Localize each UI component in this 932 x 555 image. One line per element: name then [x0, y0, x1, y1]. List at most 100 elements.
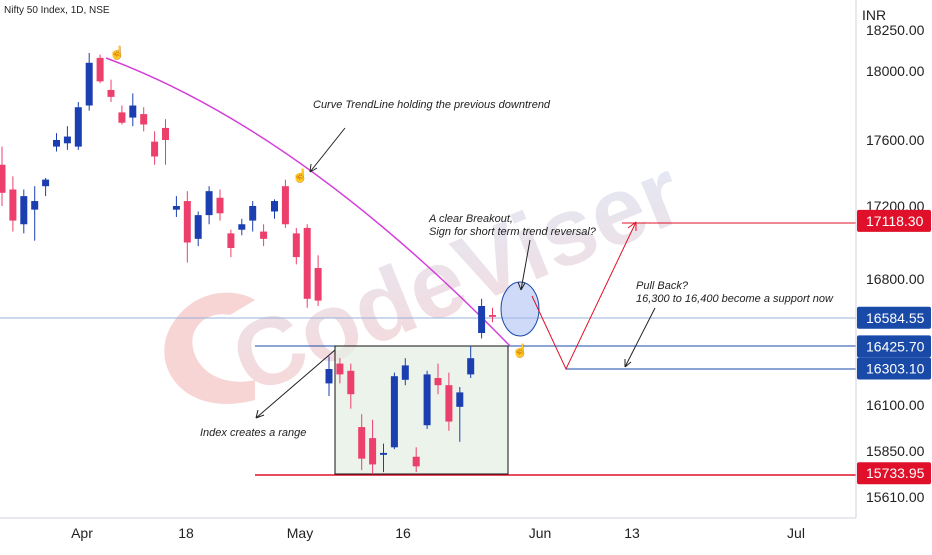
- price-tag-background: [857, 462, 931, 485]
- candle: [96, 54, 104, 84]
- candle-body: [336, 363, 344, 375]
- candle-body: [172, 206, 180, 210]
- hand-pointer-icon: ☝: [109, 44, 125, 61]
- pointer-pullback: [624, 307, 656, 368]
- candle: [42, 177, 50, 197]
- annotation-pointers: [255, 127, 656, 419]
- candle: [467, 345, 475, 378]
- candle-body: [412, 456, 420, 467]
- candle: [456, 387, 464, 442]
- pointer-range: [255, 349, 336, 419]
- price-tag-background: [857, 357, 931, 380]
- candle-body: [380, 452, 387, 455]
- price-tags: 17118.30 16584.55 16425.70 16303.10 15733.95: [857, 209, 931, 485]
- chart-title: Nifty 50 Index, 1D, NSE: [4, 5, 110, 16]
- candle-body: [467, 358, 475, 375]
- candle-body: [423, 374, 431, 426]
- candle: [9, 176, 17, 232]
- candle-body: [369, 438, 377, 465]
- candle-body: [151, 141, 159, 157]
- candle: [53, 133, 60, 152]
- hand-pointer-icons: ☝ ☝ ☝: [109, 44, 528, 359]
- price-tag-label: 16303.10: [866, 360, 925, 376]
- candle-body: [85, 62, 93, 106]
- candle-body: [140, 114, 148, 125]
- time-axis-ticks: Apr 18 May 16 Jun 13 Jul: [71, 525, 805, 541]
- candle-body: [183, 201, 191, 243]
- price-tag: 15733.95: [857, 462, 931, 485]
- candle-body: [347, 370, 355, 395]
- candle-body: [63, 136, 71, 144]
- candle: [358, 414, 366, 471]
- candle: [227, 229, 235, 258]
- time-tick-label: 13: [624, 525, 640, 541]
- candle-body: [390, 376, 398, 448]
- candle-body: [118, 112, 126, 123]
- candle: [489, 307, 496, 323]
- candle: [74, 102, 82, 150]
- candle-body: [162, 127, 169, 140]
- candle: [118, 105, 126, 125]
- curve-trendline: [105, 57, 511, 347]
- price-tag: 16584.55: [857, 306, 931, 329]
- candle: [140, 107, 148, 132]
- time-tick-label: 16: [395, 525, 411, 541]
- candle: [172, 196, 180, 217]
- candle-body: [434, 378, 442, 386]
- candle: [303, 224, 311, 308]
- candle: [271, 199, 278, 219]
- price-tick-label: 16100.00: [866, 397, 925, 413]
- candle-body: [20, 196, 28, 225]
- candles: [0, 52, 496, 474]
- candle-body: [42, 179, 50, 187]
- candle-body: [227, 233, 235, 248]
- candle-body: [281, 186, 289, 225]
- watermark-swoosh-icon: [164, 292, 255, 404]
- candle-body: [292, 233, 300, 258]
- candle: [336, 358, 344, 384]
- candle-body: [216, 197, 224, 214]
- candle-body: [401, 365, 409, 380]
- price-axis-ticks: 18250.0018000.0017600.0017200.0016800.00…: [866, 22, 925, 505]
- candle-body: [249, 206, 257, 221]
- price-tag: 16303.10: [857, 357, 931, 380]
- axes: INR Nifty 50 Index, 1D, NSE 18250.00 1800…: [0, 0, 931, 541]
- annotation-range: Index creates a range: [200, 427, 306, 439]
- price-tag-background: [857, 306, 931, 329]
- candle: [194, 211, 202, 247]
- time-tick-label: Jul: [787, 525, 805, 541]
- breakout-highlight: [500, 281, 540, 337]
- annotation-breakout-line2: Sign for short term trend reversal?: [429, 226, 597, 238]
- candle: [20, 189, 28, 234]
- candle: [401, 358, 409, 386]
- annotation-lines: [0, 57, 856, 476]
- projection-path: [531, 221, 637, 371]
- candle: [260, 224, 268, 247]
- price-tick-label: 16800.00: [866, 271, 925, 287]
- candle: [151, 131, 159, 165]
- price-tag-background: [857, 335, 931, 358]
- price-tag-label: 16584.55: [866, 310, 925, 326]
- candle: [292, 227, 300, 265]
- candle: [314, 255, 322, 306]
- pointer-breakout: [517, 239, 531, 291]
- hand-pointer-icon: ☝: [512, 342, 528, 359]
- annotation-trendline: Curve TrendLine holding the previous dow…: [313, 99, 551, 111]
- candle: [162, 119, 169, 165]
- candle-body: [358, 427, 366, 459]
- candle: [380, 443, 387, 473]
- price-tick-label: 15610.00: [866, 489, 925, 505]
- candle: [129, 93, 137, 127]
- candle-body: [260, 231, 268, 239]
- candle-body: [478, 306, 486, 333]
- candle-body: [314, 268, 322, 301]
- time-tick-label: 18: [178, 525, 194, 541]
- price-tag-label: 17118.30: [866, 213, 924, 229]
- pointer-trendline: [309, 127, 346, 173]
- candle: [478, 298, 486, 339]
- candle: [249, 201, 257, 232]
- price-tag-background: [857, 209, 931, 232]
- candle: [63, 126, 71, 150]
- candle-body: [445, 385, 453, 422]
